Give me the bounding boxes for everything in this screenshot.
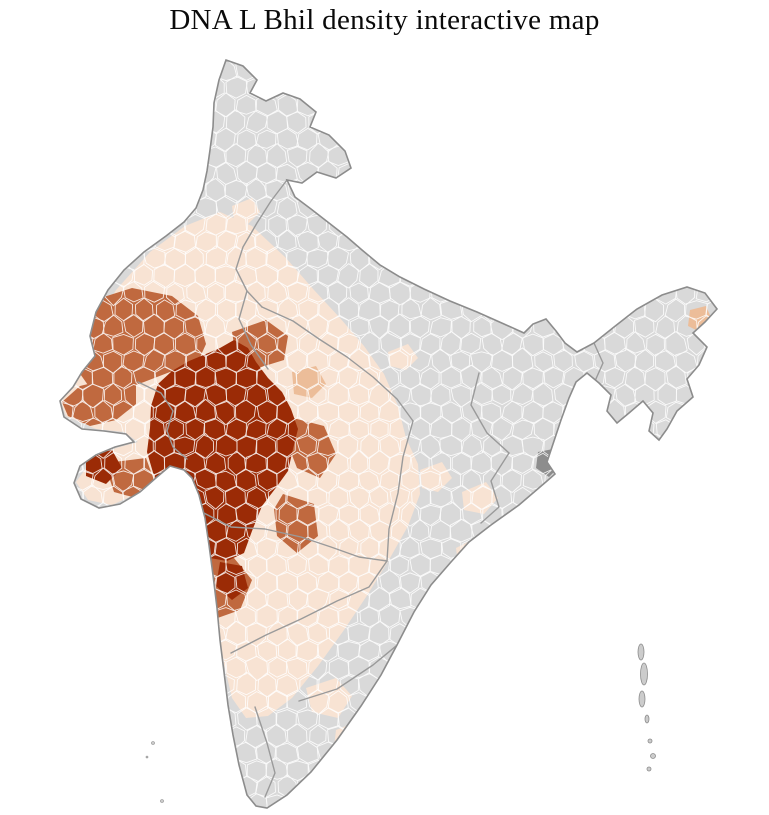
region-low-density-chhattisgarh[interactable] xyxy=(420,462,452,492)
region-medium-kutch[interactable] xyxy=(62,378,136,426)
region-medium-low-mp[interactable] xyxy=(292,366,326,398)
region-low-density-punjab[interactable] xyxy=(232,198,260,224)
state-borders xyxy=(137,179,604,798)
page-title: DNA L Bhil density interactive map xyxy=(169,4,600,36)
region-high-density-south-lobe[interactable] xyxy=(216,562,248,600)
region-medium-coast-strip[interactable] xyxy=(170,540,198,584)
lakshadweep-islands[interactable] xyxy=(145,741,164,803)
andaman-nicobar-islands[interactable] xyxy=(637,643,656,772)
region-medium-east-of-core[interactable] xyxy=(287,418,336,478)
region-medium-west-rajasthan[interactable] xyxy=(76,288,206,392)
